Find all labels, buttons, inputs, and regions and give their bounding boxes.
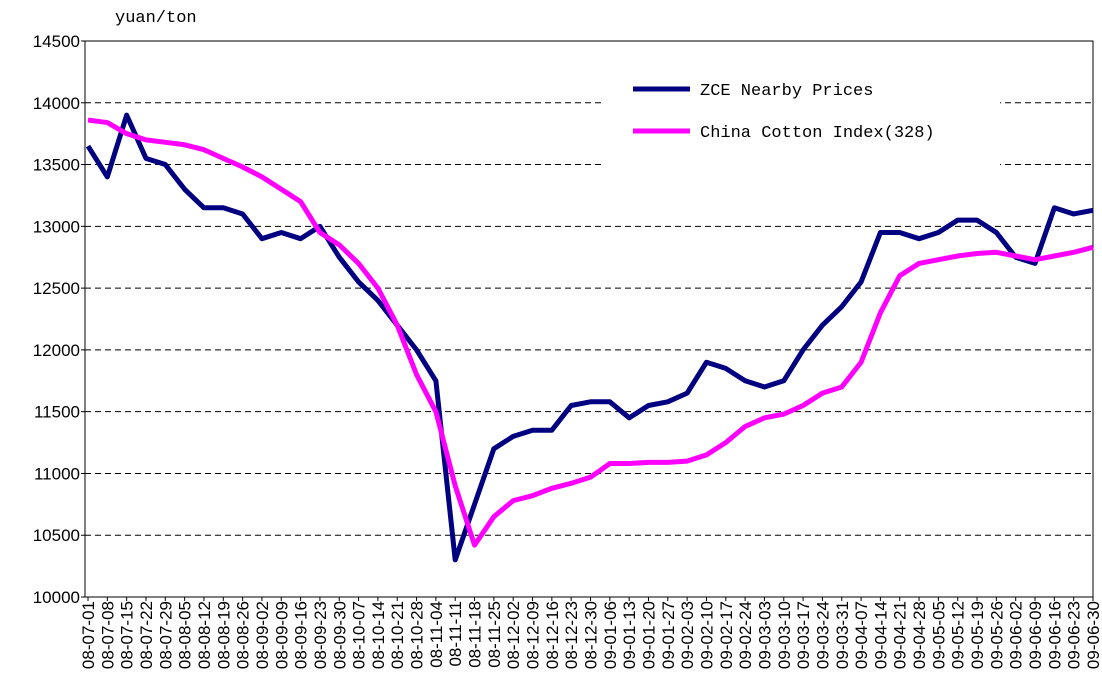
legend-label: ZCE Nearby Prices bbox=[700, 82, 873, 101]
x-tick-label: 08-12-30 bbox=[582, 601, 601, 669]
x-tick-label: 09-06-16 bbox=[1045, 601, 1064, 669]
y-tick-label: 11000 bbox=[34, 464, 80, 483]
x-tick-label: 08-09-23 bbox=[311, 601, 330, 669]
x-tick-label: 08-12-16 bbox=[543, 601, 562, 669]
x-tick-label: 08-12-09 bbox=[524, 601, 543, 669]
x-tick-label: 08-10-14 bbox=[369, 601, 388, 669]
x-tick-label: 08-10-21 bbox=[388, 601, 407, 669]
x-tick-label: 08-11-11 bbox=[446, 601, 465, 667]
y-tick-label: 10000 bbox=[33, 588, 80, 607]
x-tick-label: 08-09-09 bbox=[272, 601, 291, 669]
x-tick-label: 08-07-01 bbox=[79, 601, 98, 669]
x-tick-label: 08-09-30 bbox=[330, 601, 349, 669]
y-tick-label: 11500 bbox=[34, 403, 80, 422]
x-tick-label: 09-06-23 bbox=[1065, 601, 1084, 669]
x-tick-label: 08-09-02 bbox=[253, 601, 272, 669]
y-tick-label: 12000 bbox=[33, 341, 80, 360]
x-tick-label: 08-07-22 bbox=[137, 601, 156, 669]
series-line bbox=[85, 112, 1094, 563]
y-axis-label: yuan/ton bbox=[115, 9, 197, 28]
x-tick-label: 08-12-23 bbox=[562, 601, 581, 669]
x-tick-label: 08-07-29 bbox=[156, 601, 175, 669]
x-tick-label: 09-05-05 bbox=[929, 601, 948, 669]
x-tick-label: 09-03-31 bbox=[833, 601, 852, 669]
x-tick-label: 09-03-03 bbox=[755, 601, 774, 669]
y-tick-label: 13000 bbox=[33, 217, 80, 236]
x-tick-label: 08-08-19 bbox=[214, 601, 233, 669]
x-tick-label: 09-05-26 bbox=[987, 601, 1006, 669]
y-tick-label: 14500 bbox=[33, 32, 80, 51]
x-tick-label: 09-05-12 bbox=[949, 601, 968, 669]
x-tick-label: 09-03-10 bbox=[775, 601, 794, 669]
x-tick-label: 08-07-15 bbox=[118, 601, 137, 669]
y-tick-label: 12500 bbox=[33, 279, 80, 298]
x-tick-label: 09-04-21 bbox=[891, 601, 910, 669]
x-tick-label: 09-02-17 bbox=[717, 601, 736, 669]
x-tick-label: 09-02-24 bbox=[736, 601, 755, 669]
legend-label: China Cotton Index(328) bbox=[700, 124, 935, 143]
x-tick-label: 09-06-09 bbox=[1026, 601, 1045, 669]
x-tick-label: 08-11-25 bbox=[485, 601, 504, 668]
x-tick-label: 08-09-16 bbox=[292, 601, 311, 669]
x-tick-label: 09-01-13 bbox=[620, 601, 639, 669]
x-tick-label: 09-01-27 bbox=[659, 601, 678, 669]
x-tick-label: 08-11-04 bbox=[427, 601, 446, 668]
x-tick-label: 09-01-20 bbox=[639, 601, 658, 669]
x-tick-label: 08-11-18 bbox=[466, 601, 485, 668]
x-tick-label: 09-02-03 bbox=[678, 601, 697, 669]
y-tick-label: 14000 bbox=[33, 94, 80, 113]
x-tick-label: 09-03-24 bbox=[813, 601, 832, 669]
x-tick-label: 09-05-19 bbox=[968, 601, 987, 669]
x-tick-label: 08-10-07 bbox=[350, 601, 369, 669]
x-tick-label: 08-08-05 bbox=[176, 601, 195, 669]
x-tick-label: 09-06-02 bbox=[1007, 601, 1026, 669]
x-tick-label: 09-01-06 bbox=[601, 601, 620, 669]
legend-box bbox=[605, 65, 1000, 165]
series-line bbox=[87, 117, 1094, 548]
y-tick-label: 13500 bbox=[33, 156, 80, 175]
x-tick-label: 09-03-17 bbox=[794, 601, 813, 669]
plot-frame bbox=[84, 40, 1094, 598]
x-tick-label: 09-04-14 bbox=[871, 601, 890, 669]
x-tick-label: 09-04-07 bbox=[852, 601, 871, 669]
x-tick-label: 08-08-12 bbox=[195, 601, 214, 669]
x-tick-label: 08-10-28 bbox=[408, 601, 427, 669]
x-tick-label: 09-04-28 bbox=[910, 601, 929, 669]
y-tick-label: 10500 bbox=[33, 526, 80, 545]
x-tick-label: 09-06-30 bbox=[1084, 601, 1102, 669]
x-tick-label: 09-02-10 bbox=[697, 601, 716, 669]
x-tick-label: 08-07-08 bbox=[98, 601, 117, 669]
x-tick-label: 08-12-02 bbox=[504, 601, 523, 669]
x-tick-label: 08-08-26 bbox=[234, 601, 253, 669]
